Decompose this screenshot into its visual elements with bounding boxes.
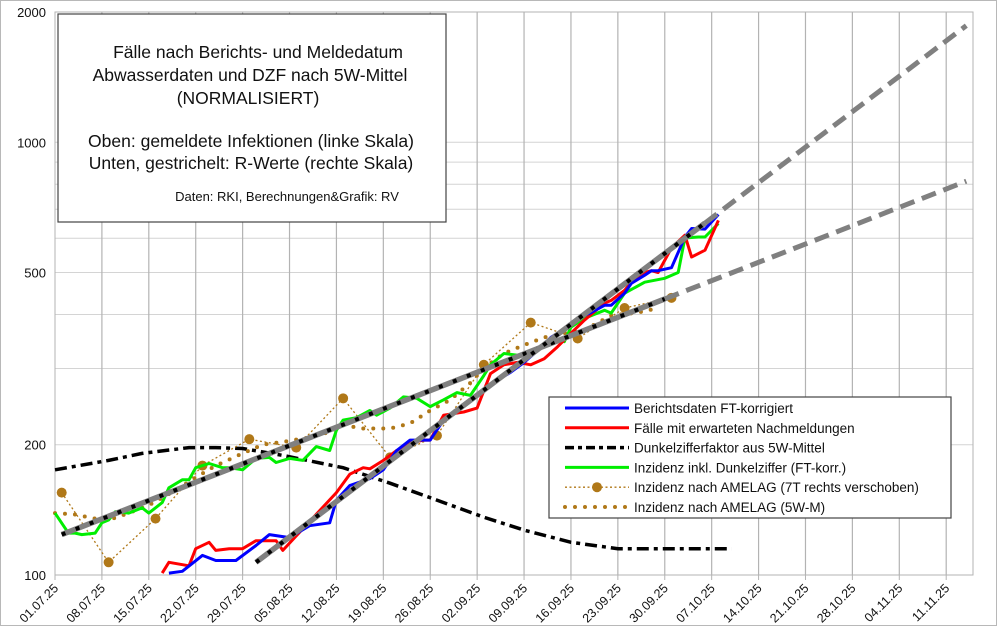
- trend-line-extension-2: [703, 23, 968, 226]
- y-tick-label: 2000: [17, 5, 46, 20]
- title-line-6: Unten, gestrichelt: R-Werte (rechte Skal…: [89, 153, 414, 173]
- legend-marker: [592, 482, 602, 493]
- title-line-2: Abwasserdaten und DZF nach 5W-Mittel: [93, 65, 408, 85]
- y-tick-label: 500: [24, 266, 46, 281]
- y-tick-label: 1000: [17, 135, 46, 150]
- trend-lines: [60, 23, 968, 565]
- credit-text: Daten: RKI, Berechnungen&Grafik: RV: [175, 189, 399, 204]
- title-line-1: Fälle nach Berichts- und Meldedatum: [113, 42, 403, 62]
- trend-line-extension-1: [663, 178, 968, 302]
- y-tick-label: 200: [24, 438, 46, 453]
- legend-label: Dunkelzifferfaktor aus 5W-Mittel: [634, 441, 825, 456]
- data-point-marker: [525, 317, 536, 328]
- data-point-marker: [150, 513, 161, 524]
- data-point-marker: [619, 303, 630, 314]
- title-line-3: (NORMALISIERT): [177, 88, 320, 108]
- data-point-marker: [103, 557, 114, 568]
- trend-line-fit-overlay-2: [254, 221, 707, 564]
- y-tick-label: 100: [24, 568, 46, 583]
- data-point-marker: [244, 434, 255, 445]
- legend-label: Inzidenz inkl. Dunkelziffer (FT-korr.): [634, 460, 846, 475]
- legend-label: Inzidenz nach AMELAG (7T rechts verschob…: [634, 480, 919, 495]
- legend: Berichtsdaten FT-korrigiert Fälle mit erw…: [548, 396, 952, 519]
- data-point-marker: [338, 393, 349, 404]
- legend-label: Berichtsdaten FT-korrigiert: [634, 401, 793, 416]
- series-line-f-lle-mit-erwarteten-nachmeldungen: [160, 219, 720, 574]
- plot-area-border: [54, 11, 974, 576]
- title-box: Fälle nach Berichts- und Meldedatum Abwa…: [57, 13, 447, 223]
- legend-label: Fälle mit erwarteten Nachmeldungen: [634, 421, 855, 436]
- series-line-inzidenz-nach-amelag-5w-m: [53, 306, 661, 523]
- y-axis: 100 200 500 1000 2000: [17, 5, 46, 583]
- legend-label: Inzidenz nach AMELAG (5W-M): [634, 500, 825, 515]
- data-point-marker: [56, 487, 67, 498]
- title-line-5: Oben: gemeldete Infektionen (linke Skala…: [88, 131, 414, 151]
- trend-line-fit-overlay-1: [60, 297, 666, 537]
